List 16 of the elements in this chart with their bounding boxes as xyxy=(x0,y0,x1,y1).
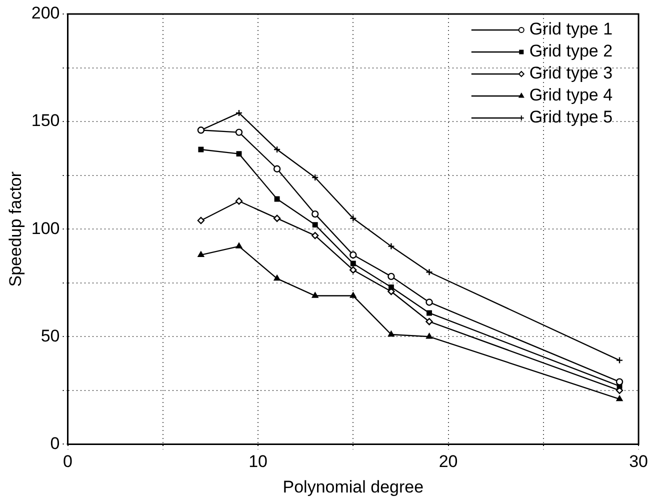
x-tick-label: 20 xyxy=(438,452,458,472)
y-axis-title: Speedup factor xyxy=(6,171,25,287)
legend-label: Grid type 1 xyxy=(529,20,613,39)
x-axis-title: Polynomial degree xyxy=(282,477,424,496)
x-tick-label: 10 xyxy=(248,452,268,472)
y-tick-label: 50 xyxy=(40,326,60,346)
legend-label: Grid type 3 xyxy=(529,64,613,83)
y-tick-label: 100 xyxy=(31,218,60,238)
y-tick-label: 200 xyxy=(31,4,60,23)
legend-label: Grid type 4 xyxy=(529,86,613,105)
x-tick-label: 30 xyxy=(629,452,648,472)
legend-label: Grid type 2 xyxy=(529,42,613,61)
legend-label: Grid type 5 xyxy=(529,108,613,127)
y-tick-label: 150 xyxy=(31,111,60,130)
x-tick-label: 0 xyxy=(63,452,72,472)
y-tick-label: 0 xyxy=(50,434,60,453)
